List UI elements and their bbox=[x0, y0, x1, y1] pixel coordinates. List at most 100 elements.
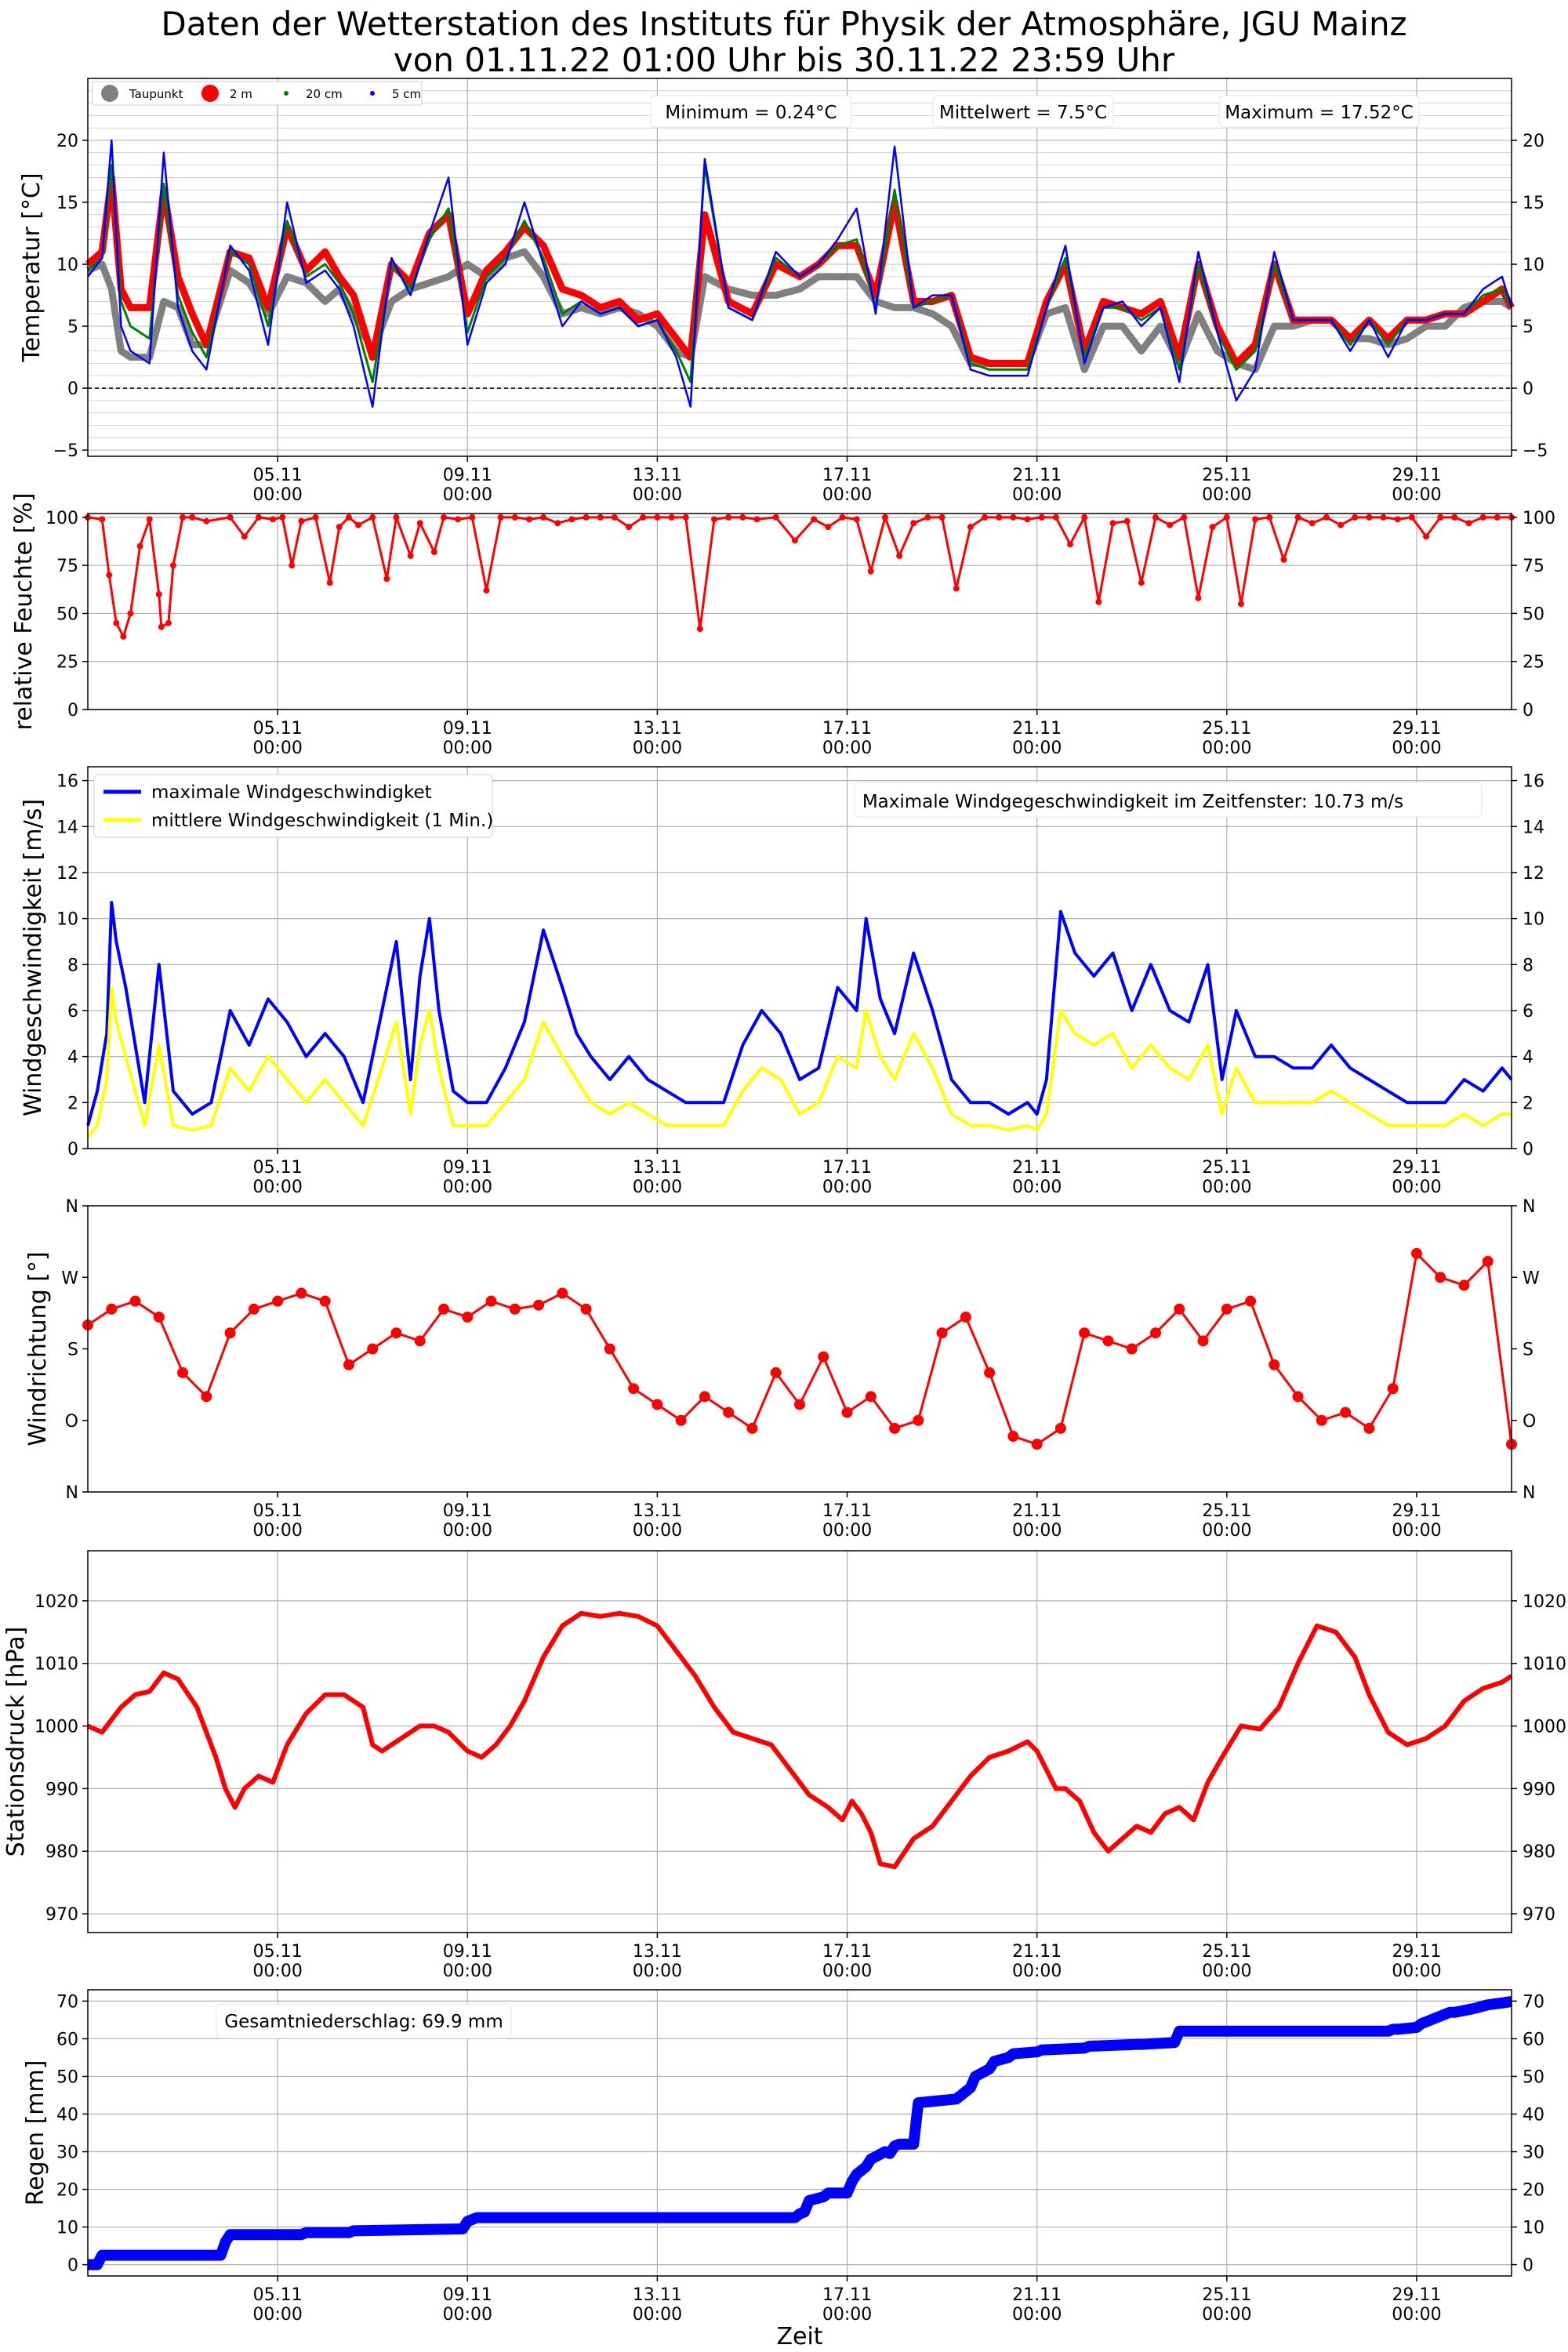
x-tick-label: 00:00 bbox=[1202, 485, 1251, 505]
legend-label: maximale Windgeschwindigket bbox=[151, 782, 432, 803]
x-tick-label: 00:00 bbox=[633, 739, 682, 758]
panel-5: 970 970 980 980 990 990 1000 1000 1010 1010 1020 10… bbox=[2, 1550, 1566, 1981]
x-tick-label: 29.11 bbox=[1392, 1942, 1441, 1962]
title-line-2: von 01.11.22 01:00 Uhr bis 30.11.22 23:5… bbox=[393, 41, 1175, 79]
y-tick-label: 0 bbox=[67, 1140, 78, 1160]
legend-label: 2 m bbox=[230, 87, 252, 101]
y-tick-label: 0 bbox=[67, 2256, 78, 2276]
y-tick-label: 15 bbox=[1523, 194, 1544, 213]
y-tick-label: 70 bbox=[56, 1992, 78, 2012]
x-tick-label: 00:00 bbox=[822, 1962, 872, 1981]
annotation-text: Minimum = 0.24°C bbox=[665, 103, 837, 123]
annotation-box bbox=[650, 95, 852, 128]
legend-marker bbox=[370, 91, 375, 96]
y-tick-label: 20 bbox=[1523, 132, 1544, 151]
plot-frame bbox=[87, 513, 1512, 710]
x-tick-label: 00:00 bbox=[1392, 2305, 1441, 2325]
x-tick-label: 21.11 bbox=[1012, 1942, 1062, 1962]
series-line bbox=[87, 139, 1513, 408]
x-tick-label: 00:00 bbox=[633, 1521, 682, 1541]
x-tick-label: 00:00 bbox=[1392, 1521, 1441, 1541]
y-tick-label: 1010 bbox=[34, 1655, 78, 1675]
x-tick-label: 13.11 bbox=[633, 2285, 682, 2305]
x-tick-label: 00:00 bbox=[1202, 1962, 1251, 1981]
series-line bbox=[86, 985, 1512, 1138]
x-tick-label: 09.11 bbox=[443, 1942, 492, 1962]
plot-frame bbox=[87, 1205, 1512, 1493]
y-tick-label: 10 bbox=[1523, 256, 1544, 275]
y-tick-label: 20 bbox=[1523, 2181, 1544, 2201]
plot-frame bbox=[87, 766, 1512, 1149]
x-tick-label: 00:00 bbox=[822, 1521, 872, 1541]
y-tick-label: 1010 bbox=[1523, 1655, 1566, 1675]
y-tick-label: 12 bbox=[1523, 864, 1544, 884]
x-tick-label: 00:00 bbox=[1012, 1962, 1062, 1981]
plot-frame bbox=[87, 78, 1512, 457]
x-tick-label: 17.11 bbox=[822, 2285, 872, 2305]
y-tick-label: 10 bbox=[56, 910, 78, 930]
y-tick-label: 50 bbox=[1523, 604, 1544, 624]
x-tick-label: 00:00 bbox=[443, 1178, 492, 1197]
y-tick-label: O bbox=[1523, 1412, 1536, 1432]
series-line bbox=[87, 164, 1513, 383]
x-tick-label: 25.11 bbox=[1202, 1158, 1251, 1178]
x-tick-label: 25.11 bbox=[1202, 466, 1251, 485]
x-tick-label: 00:00 bbox=[252, 2305, 302, 2325]
y-tick-label: 0 bbox=[1523, 701, 1534, 720]
y-tick-label: 50 bbox=[56, 2067, 78, 2087]
x-tick-label: 17.11 bbox=[822, 1942, 872, 1962]
y-tick-label: 40 bbox=[1523, 2105, 1544, 2125]
x-tick-label: 09.11 bbox=[443, 1501, 492, 1521]
y-tick-label: 970 bbox=[1523, 1905, 1555, 1925]
y-tick-label: 4 bbox=[67, 1048, 78, 1068]
x-tick-label: 00:00 bbox=[443, 739, 492, 758]
y-tick-label: 0 bbox=[67, 701, 78, 720]
y-axis-label: Regen [mm] bbox=[22, 2060, 49, 2206]
series-line bbox=[86, 248, 1514, 373]
y-tick-label: 60 bbox=[1523, 2030, 1544, 2049]
x-tick-label: 00:00 bbox=[252, 1521, 302, 1541]
y-tick-label: 1020 bbox=[1523, 1592, 1566, 1612]
x-tick-label: 00:00 bbox=[252, 485, 302, 505]
y-tick-label: 4 bbox=[1523, 1048, 1534, 1068]
y-tick-label: 0 bbox=[1523, 2256, 1534, 2276]
x-tick-label: 00:00 bbox=[252, 739, 302, 758]
y-tick-label: N bbox=[1523, 1197, 1535, 1217]
series-line bbox=[86, 901, 1513, 1127]
series-line bbox=[88, 1995, 1513, 2270]
x-tick-label: 00:00 bbox=[633, 2305, 682, 2325]
y-tick-label: 10 bbox=[1523, 2219, 1544, 2238]
y-axis-label: Temperatur [°C] bbox=[18, 172, 45, 362]
series-line bbox=[87, 1250, 1513, 1446]
y-tick-label: 30 bbox=[56, 2143, 78, 2163]
x-tick-label: 00:00 bbox=[443, 2305, 492, 2325]
x-tick-label: 29.11 bbox=[1392, 2285, 1441, 2305]
x-tick-label: 29.11 bbox=[1392, 1158, 1441, 1178]
plot-frame bbox=[87, 1989, 1512, 2277]
y-tick-label: 980 bbox=[1523, 1842, 1555, 1862]
x-tick-label: 00:00 bbox=[1392, 1178, 1441, 1197]
x-tick-label: 00:00 bbox=[443, 485, 492, 505]
y-tick-label: 6 bbox=[1523, 1002, 1534, 1022]
x-tick-label: 29.11 bbox=[1392, 466, 1441, 485]
x-tick-label: 17.11 bbox=[822, 719, 872, 739]
x-tick-label: 25.11 bbox=[1202, 719, 1251, 739]
y-tick-label: 2 bbox=[67, 1094, 78, 1113]
annotation-text: Maximale Windgegeschwindigkeit im Zeitfe… bbox=[862, 792, 1403, 812]
x-tick-label: 00:00 bbox=[1012, 2305, 1062, 2325]
title-line-1: Daten der Wetterstation des Instituts fü… bbox=[161, 5, 1407, 43]
x-tick-label: 05.11 bbox=[253, 2285, 303, 2305]
plot-frame bbox=[87, 1550, 1512, 1933]
y-tick-label: −5 bbox=[1523, 441, 1548, 461]
x-tick-label: 00:00 bbox=[1012, 485, 1062, 505]
x-tick-label: 00:00 bbox=[443, 1521, 492, 1541]
x-tick-label: 21.11 bbox=[1012, 1501, 1062, 1521]
x-tick-label: 09.11 bbox=[443, 719, 492, 739]
x-tick-label: 13.11 bbox=[633, 466, 682, 485]
x-axis-label: Zeit bbox=[776, 2323, 822, 2350]
y-tick-label: 8 bbox=[67, 956, 78, 975]
legend-box bbox=[92, 81, 423, 106]
y-tick-label: 25 bbox=[1523, 653, 1544, 673]
y-tick-label: 990 bbox=[1523, 1780, 1555, 1799]
